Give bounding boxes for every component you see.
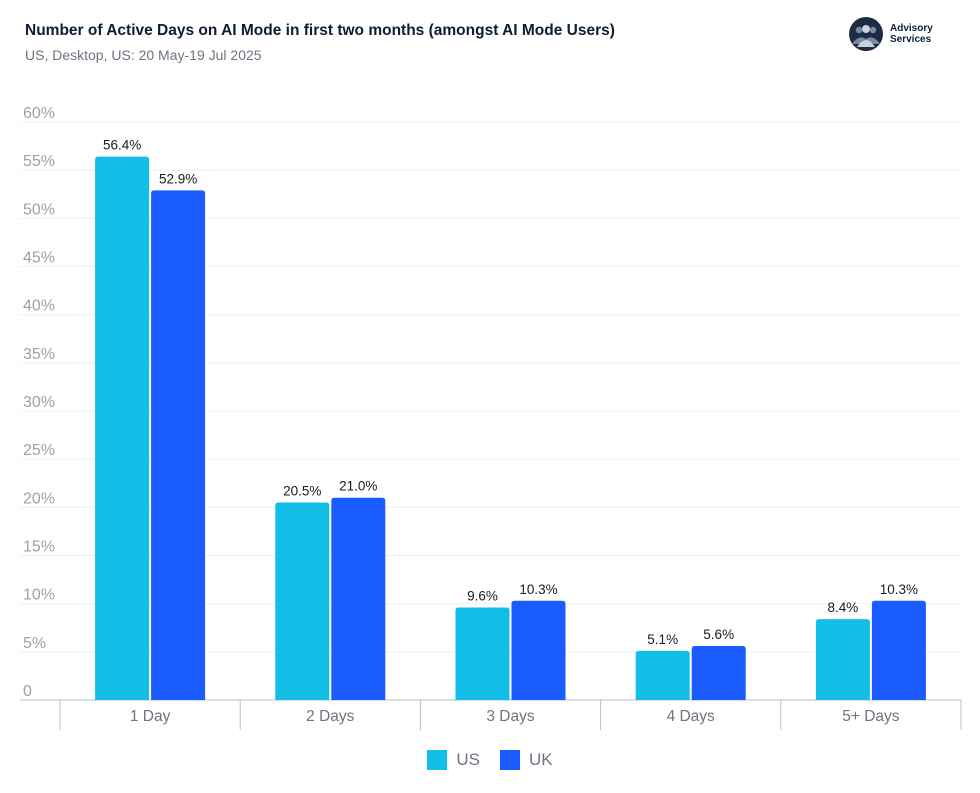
bar-us-1 — [95, 156, 150, 700]
x-tick-label: 1 Day — [130, 708, 171, 725]
data-label: 21.0% — [339, 479, 377, 494]
chart-legend: US UK — [0, 750, 980, 770]
legend-label-us: US — [456, 750, 480, 769]
data-label: 8.4% — [828, 600, 859, 615]
legend-swatch-us — [427, 750, 448, 770]
brand-line-1: Advisory — [890, 23, 933, 34]
data-label: 5.6% — [703, 627, 734, 642]
data-label: 10.3% — [880, 582, 918, 597]
data-label: 20.5% — [283, 484, 321, 499]
legend-label-uk: UK — [529, 750, 553, 769]
bar-uk-3 — [511, 600, 566, 700]
legend-item-uk[interactable]: UK — [500, 750, 553, 770]
bar-us-2 — [275, 502, 330, 700]
data-label: 5.1% — [647, 632, 678, 647]
y-tick-label: 20% — [23, 490, 55, 507]
chart-title: Number of Active Days on AI Mode in firs… — [25, 22, 615, 39]
legend-swatch-uk — [500, 750, 520, 770]
y-tick-label: 60% — [23, 105, 55, 122]
people-group-icon — [849, 17, 883, 51]
bar-uk-2 — [331, 497, 386, 700]
y-tick-label: 25% — [23, 442, 55, 459]
data-label: 9.6% — [467, 589, 498, 604]
brand-line-2: Services — [890, 34, 932, 45]
x-tick-label: 2 Days — [306, 708, 354, 725]
chart-subtitle: US, Desktop, US: 20 May-19 Jul 2025 — [25, 47, 262, 63]
bar-uk-5 — [871, 600, 926, 700]
y-tick-label: 30% — [23, 394, 55, 411]
bar-uk-4 — [691, 646, 746, 700]
bar-us-5 — [815, 619, 870, 700]
legend-item-us[interactable]: US — [427, 750, 480, 770]
data-label: 56.4% — [103, 138, 141, 153]
y-tick-label: 45% — [23, 250, 55, 267]
bar-us-3 — [455, 607, 510, 700]
y-tick-label: 40% — [23, 298, 55, 315]
x-tick-label: 5+ Days — [842, 708, 900, 725]
data-label: 52.9% — [159, 171, 197, 186]
y-tick-label: 10% — [23, 587, 55, 604]
bar-us-4 — [635, 650, 690, 700]
y-tick-label: 55% — [23, 153, 55, 170]
y-tick-label: 15% — [23, 539, 55, 556]
y-tick-label: 35% — [23, 346, 55, 363]
bar-uk-1 — [151, 190, 206, 700]
y-tick-label: 50% — [23, 201, 55, 218]
data-label: 10.3% — [519, 582, 557, 597]
x-tick-label: 4 Days — [667, 708, 715, 725]
y-tick-label: 0 — [23, 683, 32, 700]
x-tick-label: 3 Days — [486, 708, 534, 725]
brand-badge: Advisory Services — [849, 17, 933, 51]
y-tick-label: 5% — [23, 635, 46, 652]
